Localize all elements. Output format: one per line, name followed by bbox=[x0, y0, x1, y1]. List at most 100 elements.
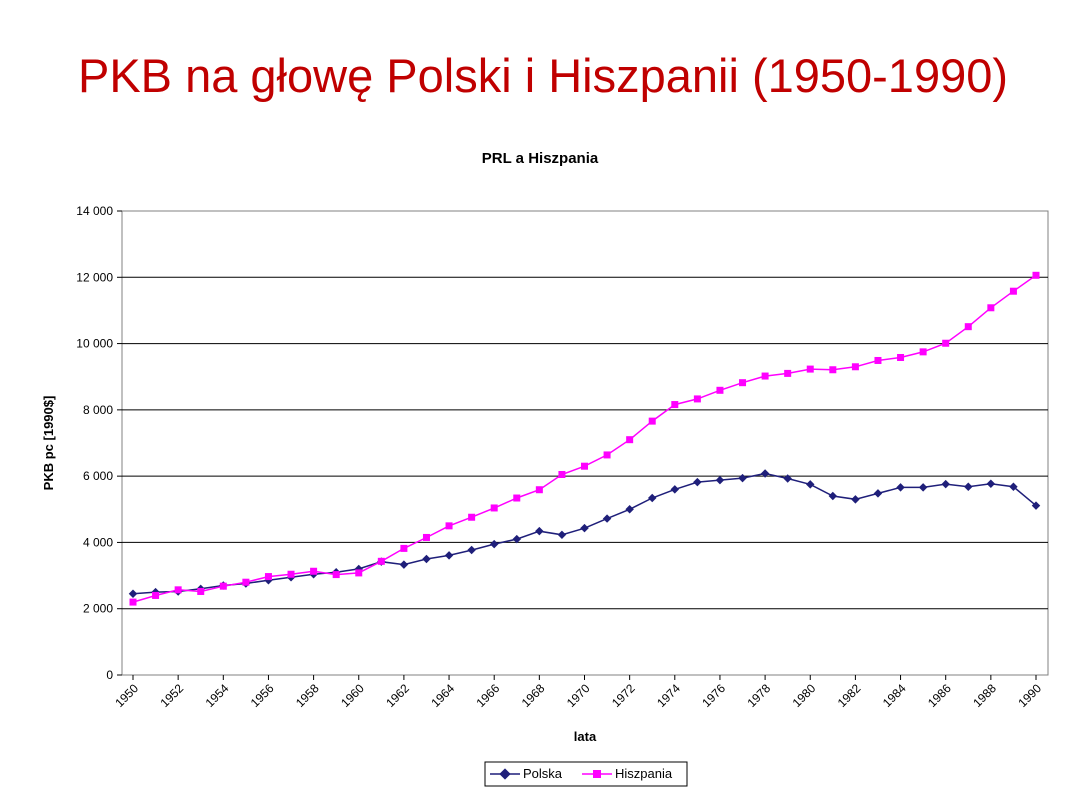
point-hiszpania bbox=[761, 372, 769, 380]
x-tick-label: 1958 bbox=[293, 681, 322, 710]
x-tick-label: 1964 bbox=[428, 681, 457, 710]
point-hiszpania bbox=[806, 365, 814, 373]
gridlines bbox=[122, 276, 1048, 610]
x-tick-label: 1954 bbox=[203, 681, 232, 710]
y-tick-label: 12 000 bbox=[76, 270, 113, 284]
point-polska bbox=[738, 473, 747, 483]
x-tick-label: 1966 bbox=[474, 681, 503, 710]
x-tick-label: 1978 bbox=[744, 681, 773, 710]
point-hiszpania bbox=[513, 494, 521, 502]
y-tick-label: 4 000 bbox=[83, 535, 113, 549]
point-polska bbox=[693, 477, 702, 487]
point-polska bbox=[918, 483, 928, 492]
x-tick-label: 1968 bbox=[519, 681, 548, 710]
point-polska bbox=[1009, 482, 1018, 491]
point-hiszpania bbox=[671, 401, 679, 409]
point-hiszpania bbox=[874, 356, 882, 364]
slide-title: PKB na głowę Polski i Hiszpanii (1950-19… bbox=[77, 49, 1009, 102]
point-hiszpania bbox=[897, 353, 905, 361]
point-hiszpania bbox=[377, 557, 385, 565]
point-hiszpania bbox=[829, 366, 837, 374]
x-tick-label: 1990 bbox=[1015, 681, 1044, 710]
point-hiszpania bbox=[264, 573, 272, 581]
point-polska bbox=[444, 551, 454, 560]
point-polska bbox=[580, 523, 589, 533]
point-polska bbox=[670, 485, 680, 494]
y-tick-label: 10 000 bbox=[76, 337, 113, 351]
x-tick-label: 1960 bbox=[338, 681, 367, 710]
series-layer bbox=[128, 271, 1041, 606]
point-hiszpania bbox=[445, 522, 453, 530]
y-tick-label: 6 000 bbox=[83, 469, 113, 483]
point-hiszpania bbox=[219, 582, 227, 590]
point-hiszpania bbox=[919, 348, 927, 356]
x-tick-label: 1970 bbox=[564, 681, 593, 710]
point-polska bbox=[1031, 501, 1041, 510]
x-tick-label: 1982 bbox=[835, 681, 864, 710]
x-tick-label: 1952 bbox=[157, 681, 186, 710]
point-polska bbox=[873, 489, 883, 498]
y-tick-label: 2 000 bbox=[83, 602, 113, 616]
point-hiszpania bbox=[739, 379, 747, 387]
point-hiszpania bbox=[197, 587, 205, 595]
point-polska bbox=[760, 469, 770, 478]
point-polska bbox=[851, 495, 860, 504]
legend-hiszpania-label: Hiszpania bbox=[615, 766, 673, 781]
x-tick-label: 1950 bbox=[112, 681, 141, 710]
chart-title: PRL a Hiszpania bbox=[482, 150, 599, 167]
point-polska bbox=[602, 514, 612, 523]
point-hiszpania bbox=[535, 486, 543, 494]
point-polska bbox=[512, 534, 522, 544]
y-axis-label: PKB pc [1990$] bbox=[41, 396, 56, 491]
x-axis-ticks: 1950 1952 1954 1956 1958 1960 1962 1964 1966 1968… bbox=[112, 675, 1044, 710]
point-hiszpania bbox=[490, 504, 498, 512]
point-hiszpania bbox=[581, 462, 588, 470]
y-tick-label: 14 000 bbox=[76, 204, 113, 218]
point-polska bbox=[715, 475, 725, 485]
point-hiszpania bbox=[784, 369, 792, 377]
point-polska bbox=[422, 554, 431, 564]
point-hiszpania bbox=[693, 395, 701, 403]
point-polska bbox=[806, 480, 815, 489]
x-axis-label: lata bbox=[574, 729, 597, 744]
y-axis-ticks: 0 2 000 4 000 6 000 8 000 10 000 12 000 14 000 bbox=[76, 204, 122, 682]
point-hiszpania bbox=[987, 304, 995, 312]
y-tick-label: 0 bbox=[106, 668, 113, 682]
point-hiszpania bbox=[310, 567, 318, 575]
x-tick-label: 1972 bbox=[609, 681, 638, 710]
x-tick-label: 1976 bbox=[699, 681, 728, 710]
x-tick-label: 1962 bbox=[383, 681, 412, 710]
point-hiszpania bbox=[851, 363, 859, 371]
legend-hiszpania-marker bbox=[593, 770, 601, 778]
point-polska bbox=[783, 474, 792, 483]
x-tick-label: 1986 bbox=[925, 681, 954, 710]
point-hiszpania bbox=[242, 578, 250, 586]
x-tick-label: 1956 bbox=[248, 681, 277, 710]
point-polska bbox=[964, 482, 973, 491]
point-hiszpania bbox=[626, 436, 634, 444]
legend: Polska Hiszpania bbox=[484, 761, 688, 787]
point-hiszpania bbox=[964, 323, 972, 331]
point-hiszpania bbox=[1032, 271, 1040, 279]
point-hiszpania bbox=[716, 386, 724, 394]
point-hiszpania bbox=[287, 570, 295, 578]
point-polska bbox=[467, 545, 476, 555]
point-hiszpania bbox=[1009, 287, 1017, 295]
point-polska bbox=[489, 539, 499, 549]
point-polska bbox=[399, 560, 409, 569]
point-polska bbox=[625, 505, 634, 514]
point-polska bbox=[941, 479, 950, 489]
point-hiszpania bbox=[152, 591, 160, 599]
legend-polska-label: Polska bbox=[523, 766, 563, 781]
x-tick-label: 1988 bbox=[970, 681, 999, 710]
point-polska bbox=[647, 493, 657, 503]
point-polska bbox=[557, 530, 567, 540]
point-hiszpania bbox=[355, 569, 363, 577]
point-hiszpania bbox=[332, 571, 340, 579]
point-hiszpania bbox=[174, 586, 182, 594]
point-hiszpania bbox=[400, 544, 408, 552]
y-tick-label: 8 000 bbox=[83, 403, 113, 417]
point-polska bbox=[896, 483, 905, 492]
point-hiszpania bbox=[558, 470, 566, 478]
